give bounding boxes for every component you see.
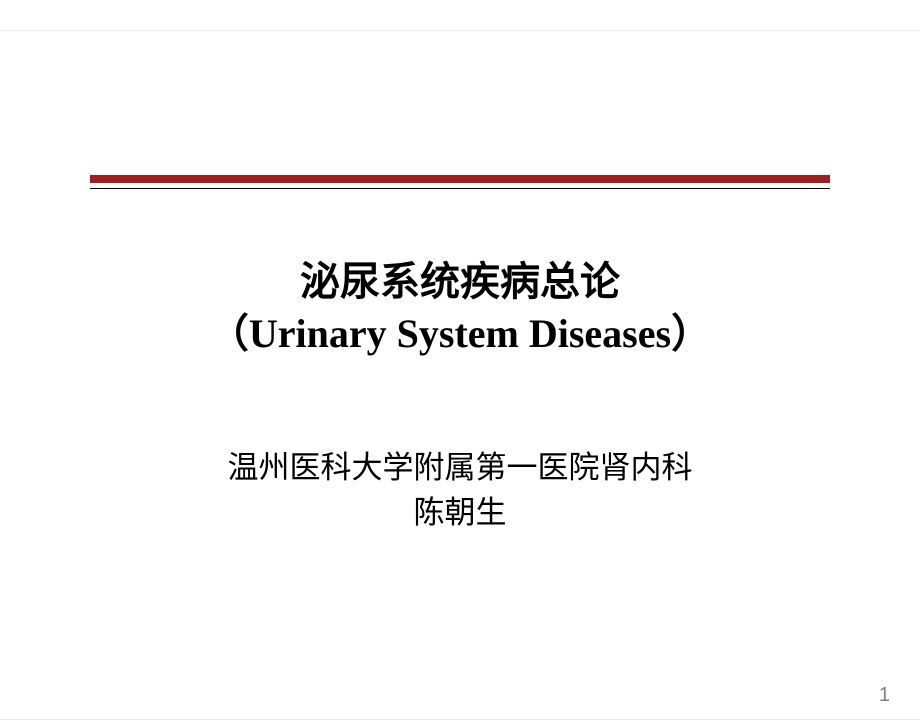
title-english: （Urinary System Diseases） [0,308,920,360]
title-chinese: 泌尿系统疾病总论 [0,256,920,308]
title-block: 泌尿系统疾病总论 （Urinary System Diseases） [0,256,920,360]
accent-line-thick [90,175,830,183]
author-text: 陈朝生 [0,491,920,536]
affiliation-text: 温州医科大学附属第一医院肾内科 [0,446,920,491]
slide-container: 泌尿系统疾病总论 （Urinary System Diseases） 温州医科大… [0,30,920,720]
page-number: 1 [879,684,890,707]
subtitle-block: 温州医科大学附属第一医院肾内科 陈朝生 [0,446,920,536]
accent-line-thin [90,188,830,189]
